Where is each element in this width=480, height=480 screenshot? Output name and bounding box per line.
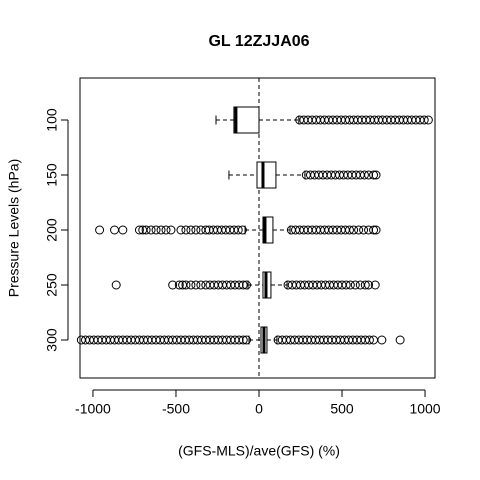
outlier (233, 225, 243, 235)
outlier (95, 225, 105, 235)
outlier (237, 225, 247, 235)
outlier (350, 280, 360, 290)
outlier (134, 225, 144, 235)
x-axis-label: (GFS-MLS)/ave(GFS) (%) (178, 443, 340, 459)
outlier (168, 280, 178, 290)
outlier (360, 280, 370, 290)
outlier (364, 335, 374, 345)
box (256, 161, 277, 189)
outlier (111, 280, 121, 290)
y-tick-label: 200 (44, 218, 60, 242)
outlier (370, 280, 380, 290)
outlier (423, 115, 433, 125)
outlier (186, 280, 196, 290)
outlier (238, 335, 248, 345)
y-tick-label: 300 (44, 328, 60, 352)
x-tick-label: 0 (255, 401, 263, 417)
outlier (371, 225, 381, 235)
outlier (151, 225, 161, 235)
outlier (364, 225, 374, 235)
outlier (354, 225, 364, 235)
outlier (345, 280, 355, 290)
outlier (377, 335, 387, 345)
outlier (419, 115, 429, 125)
outlier (371, 170, 381, 180)
outlier (176, 225, 186, 235)
outlier (191, 225, 201, 235)
outlier (341, 280, 351, 290)
y-tick-label: 100 (44, 108, 60, 132)
outlier (242, 280, 252, 290)
x-tick-label: -500 (162, 401, 190, 417)
outlier (191, 280, 201, 290)
outlier (186, 225, 196, 235)
y-tick-label: 250 (44, 273, 60, 297)
outlier (201, 225, 211, 235)
outlier (359, 170, 369, 180)
outlier (181, 280, 191, 290)
outlier (369, 170, 379, 180)
outlier (234, 280, 244, 290)
box (262, 216, 274, 244)
outlier (234, 335, 244, 345)
y-axis-label: Pressure Levels (hPa) (6, 159, 22, 298)
outlier (156, 225, 166, 235)
outlier (181, 225, 191, 235)
outlier (141, 225, 151, 235)
box (233, 106, 260, 134)
x-tick-label: -1000 (75, 401, 111, 417)
outlier (395, 335, 405, 345)
x-tick-label: 1000 (409, 401, 440, 417)
outlier (369, 225, 379, 235)
plot-frame (79, 77, 436, 379)
outlier (196, 280, 206, 290)
x-tick-label: 500 (330, 401, 354, 417)
outlier (242, 335, 252, 345)
outlier (359, 225, 369, 235)
outlier (349, 225, 359, 235)
outlier (238, 280, 248, 290)
outlier (364, 170, 374, 180)
outlier (118, 225, 128, 235)
outlier (174, 280, 184, 290)
y-tick-label: 150 (44, 163, 60, 187)
outlier (344, 225, 354, 235)
outlier (364, 280, 374, 290)
outlier (161, 225, 171, 235)
chart-title: GL 12ZJJA06 (208, 33, 309, 50)
outlier (166, 225, 176, 235)
outlier (146, 225, 156, 235)
